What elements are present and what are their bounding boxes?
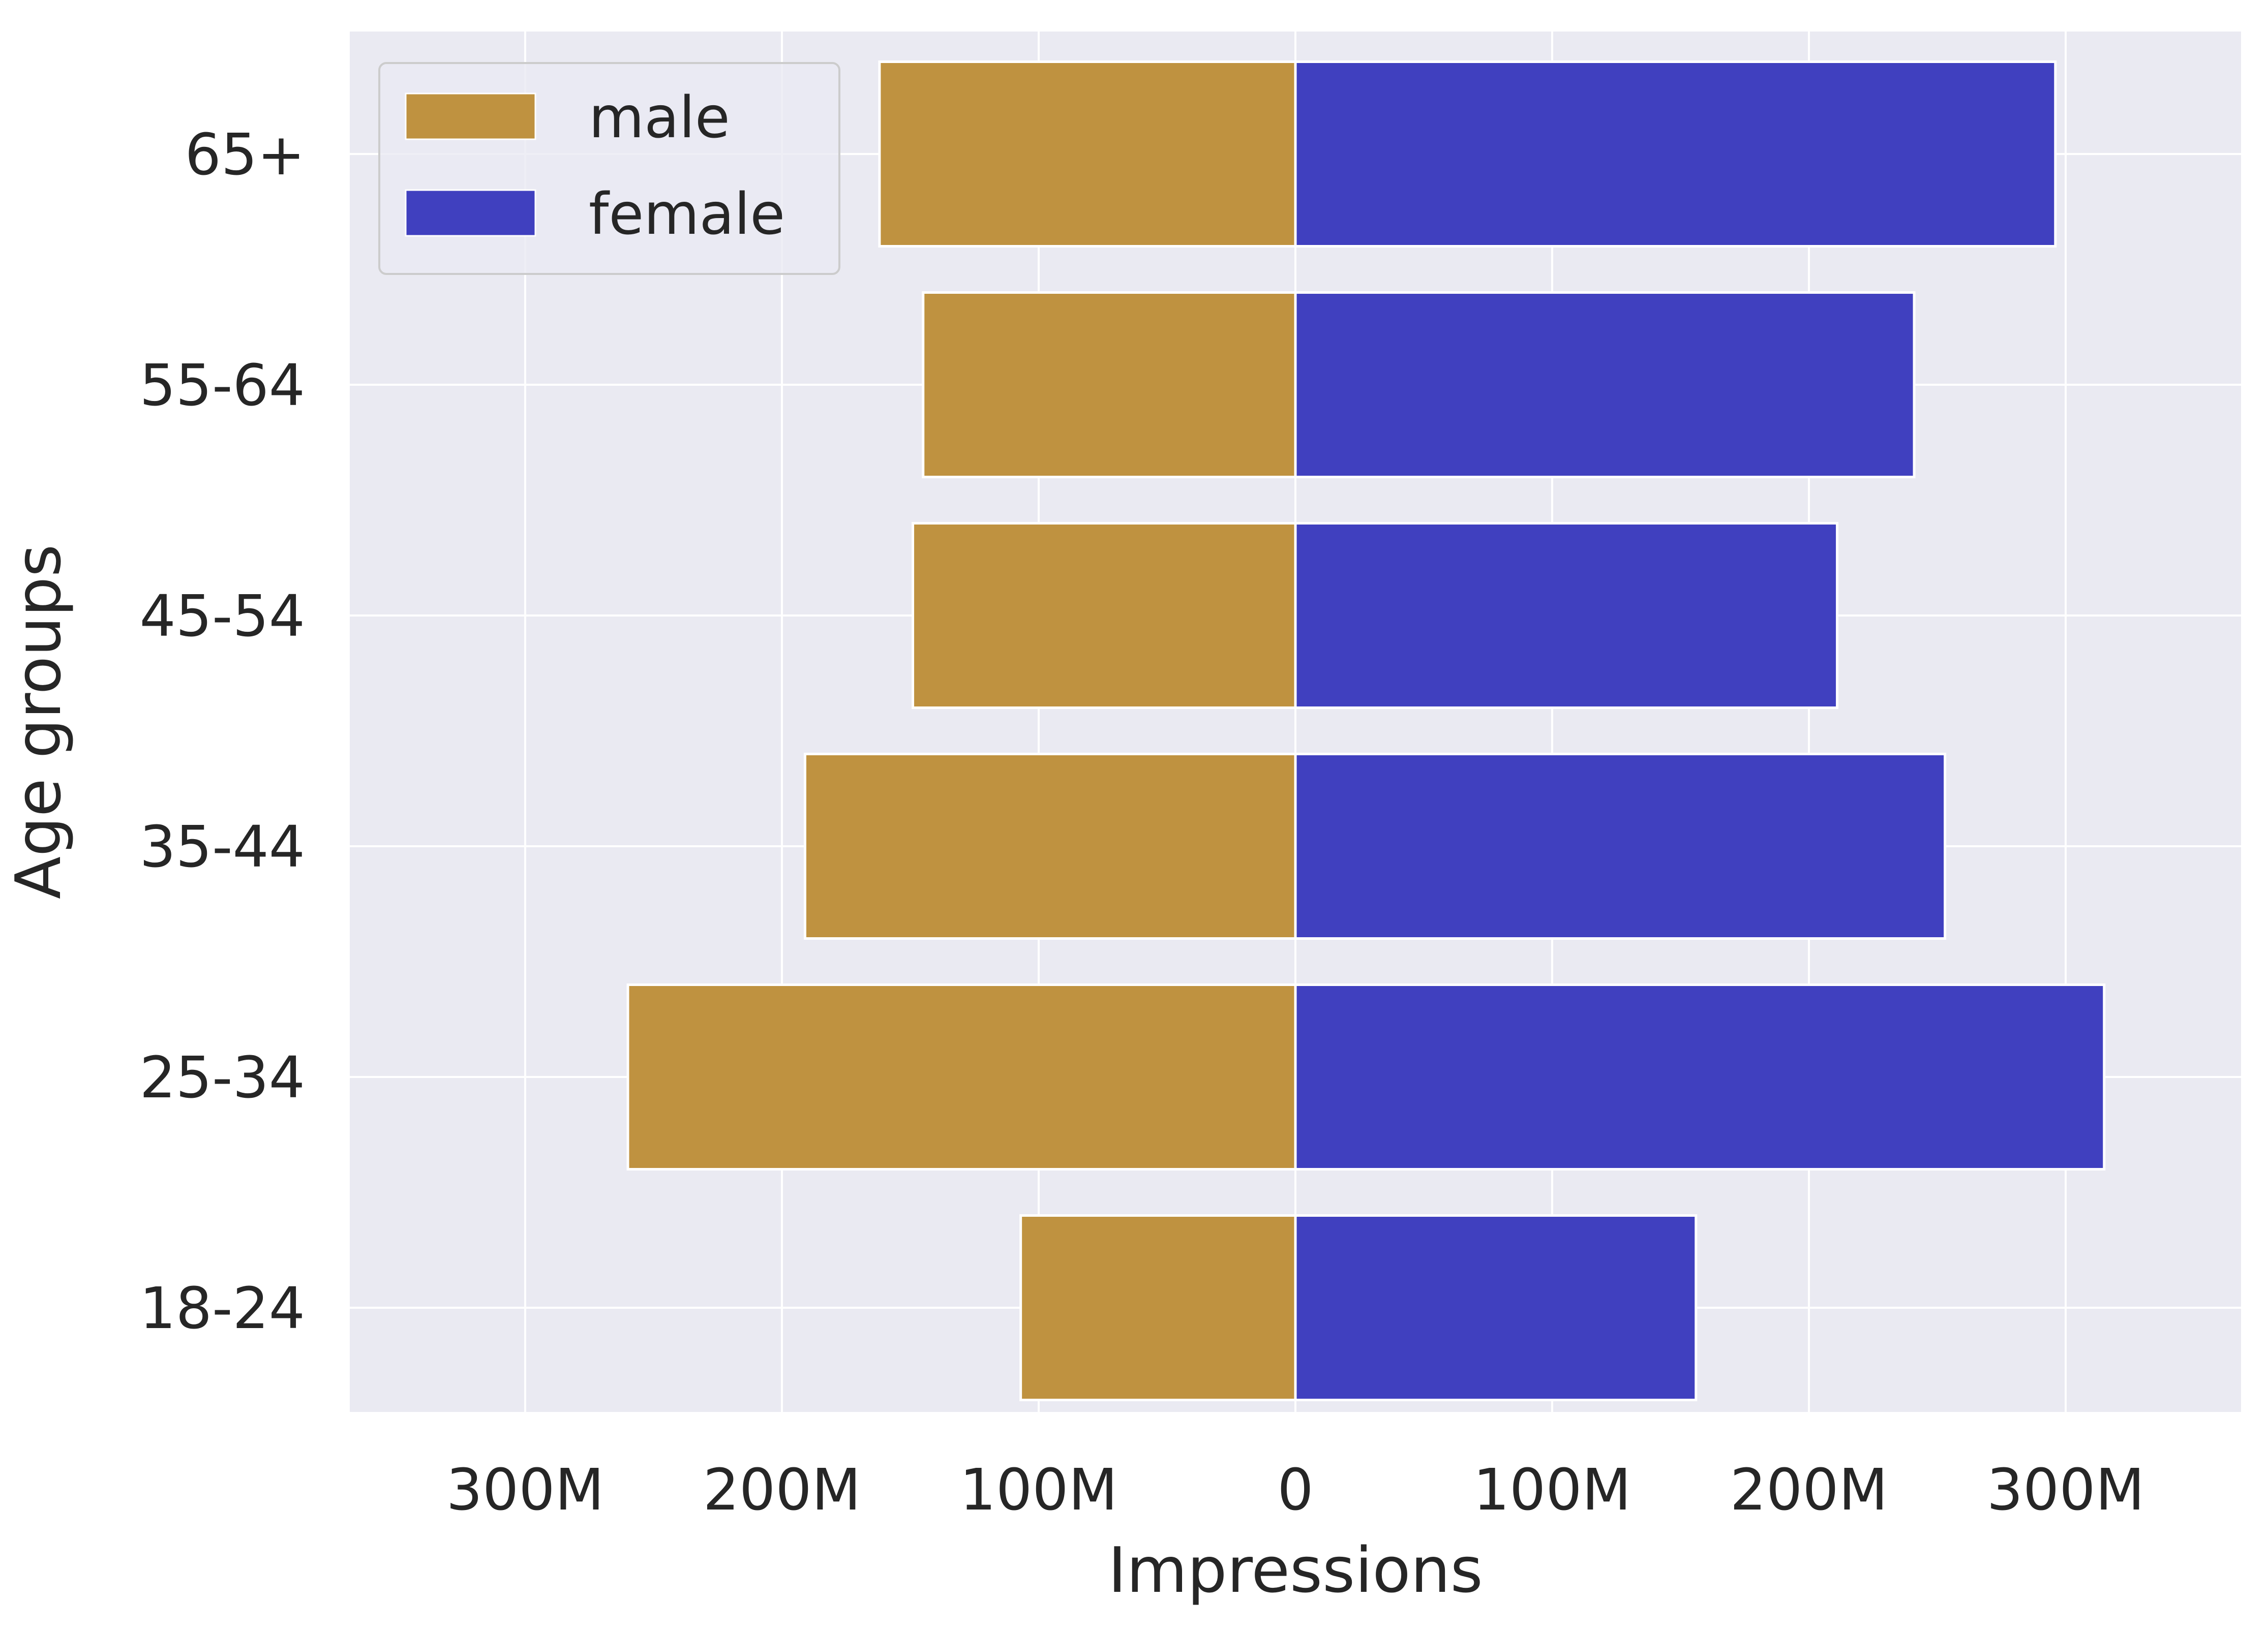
y-tick-label: 55-64 (140, 353, 305, 419)
y-axis-title: Age groups (3, 544, 75, 899)
x-tick-label: 100M (960, 1457, 1117, 1523)
x-tick-label: 300M (446, 1457, 604, 1523)
bar-male-65+ (878, 60, 1297, 248)
bar-male-55-64 (922, 291, 1297, 478)
bar-female-55-64 (1294, 291, 1916, 478)
x-axis-title: Impressions (1108, 1534, 1483, 1607)
legend-label-female: female (589, 181, 785, 248)
bar-female-35-44 (1294, 753, 1947, 940)
y-tick-label: 25-34 (140, 1045, 305, 1111)
legend-swatch-male (405, 93, 536, 140)
bar-male-25-34 (626, 983, 1297, 1171)
x-tick-label: 200M (1730, 1457, 1888, 1523)
y-tick-label: 65+ (185, 122, 305, 188)
y-tick-label: 35-44 (140, 814, 305, 880)
legend-label-male: male (589, 85, 730, 151)
bar-male-18-24 (1019, 1214, 1297, 1401)
bar-male-35-44 (803, 753, 1297, 940)
bars (626, 60, 2106, 1401)
x-tick-label: 300M (1987, 1457, 2144, 1523)
y-tick-label: 18-24 (140, 1276, 305, 1342)
bar-male-45-54 (912, 522, 1297, 709)
x-tick-label: 0 (1277, 1457, 1313, 1523)
bar-female-65+ (1294, 60, 2057, 248)
y-tick-label: 45-54 (140, 583, 305, 650)
bar-female-25-34 (1294, 983, 2106, 1171)
x-axis-ticks: 300M 200M 100M 0 100M 200M 300M (446, 1457, 2144, 1523)
bar-female-18-24 (1294, 1214, 1698, 1401)
legend: male female (378, 62, 840, 275)
y-axis-ticks: 65+ 55-64 45-54 35-44 25-34 18-24 (140, 122, 305, 1342)
legend-swatch-female (405, 189, 536, 237)
x-tick-label: 200M (703, 1457, 861, 1523)
bar-female-45-54 (1294, 522, 1839, 709)
x-tick-label: 100M (1473, 1457, 1631, 1523)
